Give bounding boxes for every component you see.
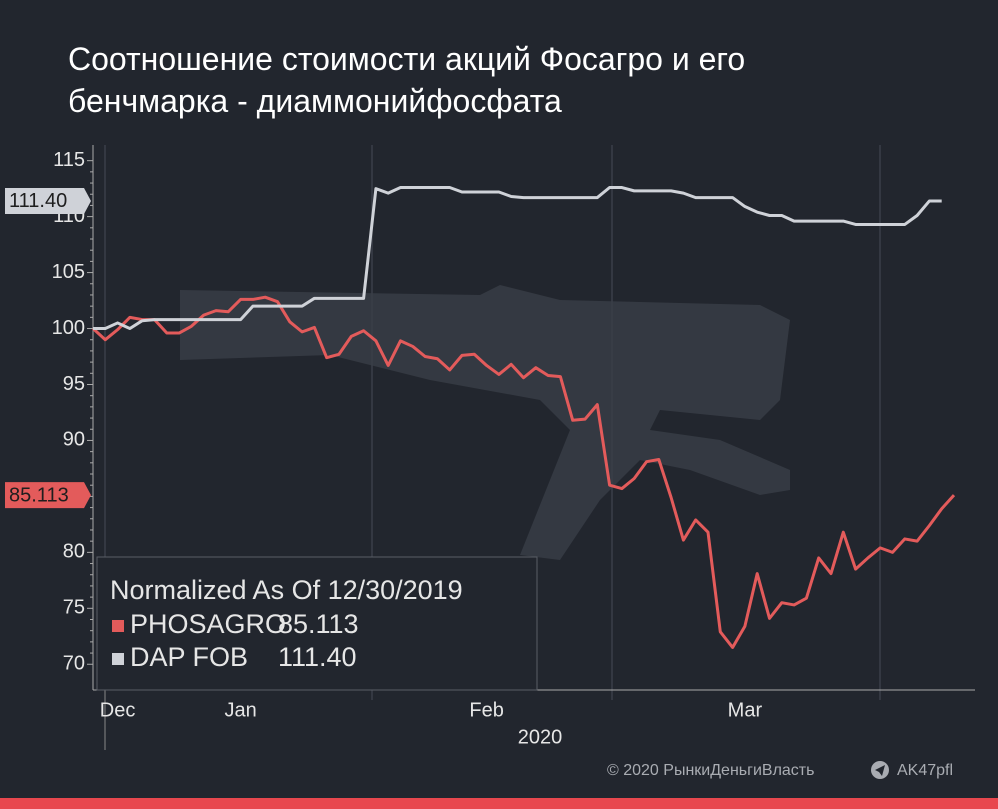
year-label: 2020 [518, 726, 563, 748]
y-tick-label: 75 [63, 597, 85, 619]
last-value-tag [5, 482, 91, 509]
y-tick-label: 70 [63, 653, 85, 675]
x-tick-label: Feb [469, 699, 503, 721]
legend-swatch [112, 653, 124, 665]
footer-bar [0, 798, 998, 809]
y-tick-label: 95 [63, 373, 85, 395]
line-series [91, 295, 956, 649]
legend-value: 85.113 [278, 609, 359, 639]
y-tick-label: 105 [52, 261, 85, 283]
x-tick-label: Mar [728, 699, 763, 721]
last-value-tag [5, 187, 91, 214]
copyright: © 2020 РынкиДеньгиВласть [607, 762, 814, 779]
last-value-label: 111.40 [9, 190, 67, 212]
chart-title: Соотношение стоимости акций Фосагро и ег… [68, 41, 746, 119]
telegram-icon-plane [875, 765, 885, 776]
legend-value: 111.40 [278, 642, 357, 672]
channel: AK47pfl [897, 762, 953, 779]
last-value-label: 85.113 [9, 484, 69, 506]
legend-box [96, 556, 538, 691]
x-tick-label: Jan [224, 699, 256, 721]
x-tick-label: Dec [100, 699, 136, 721]
watermark [180, 285, 790, 560]
line-series [93, 186, 942, 331]
y-tick-label: 90 [63, 429, 85, 451]
y-tick-label: 115 [53, 149, 85, 171]
legend-name: DAP FOB [130, 642, 248, 672]
legend-name: PHOSAGRO [130, 609, 286, 639]
legend-title: Normalized As Of 12/30/2019 [110, 575, 463, 605]
y-tick-label: 80 [63, 541, 85, 563]
legend-swatch [112, 620, 124, 632]
y-tick-label: 100 [52, 317, 85, 339]
